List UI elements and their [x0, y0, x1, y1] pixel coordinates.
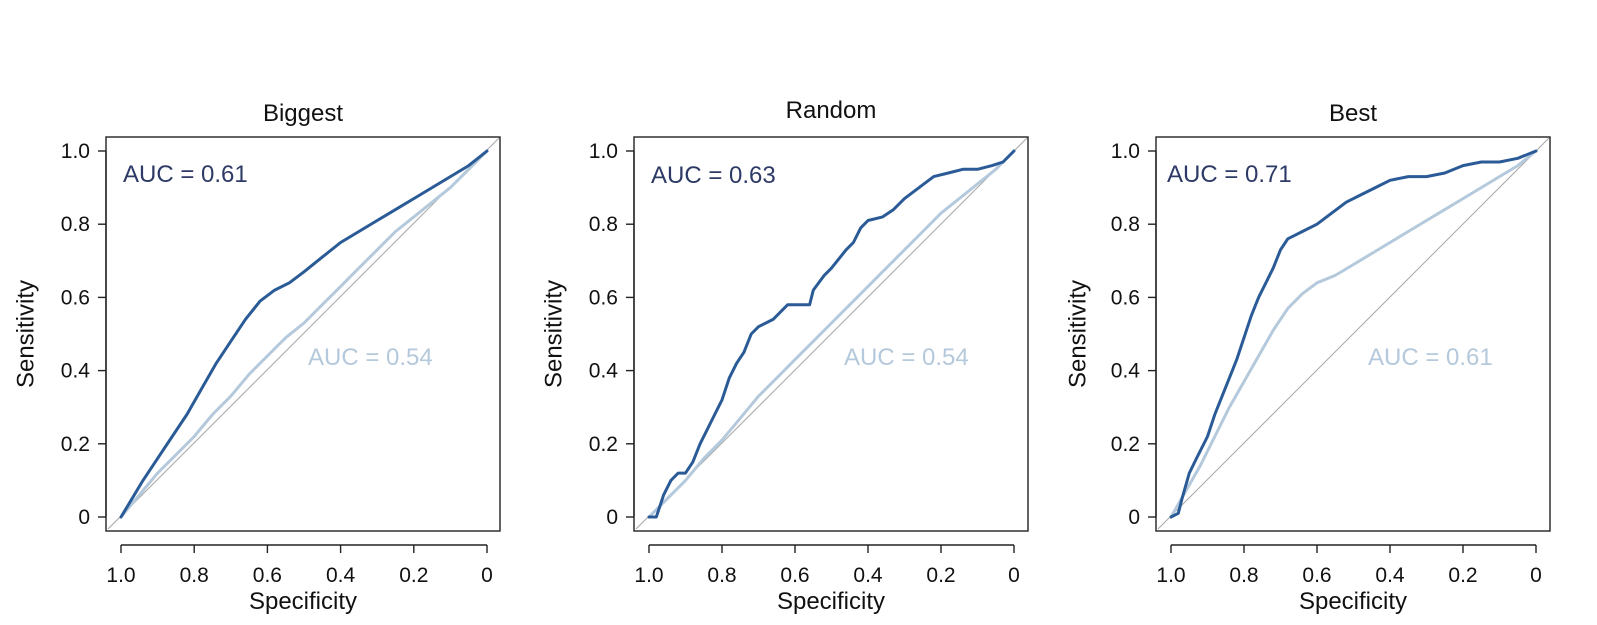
auc-label-dark: AUC = 0.71 — [1167, 161, 1292, 188]
y-axis-label: Sensitivity — [13, 280, 40, 388]
panel-title: Best — [1329, 100, 1377, 127]
x-tick-label: 0.4 — [853, 564, 883, 587]
panel-biggest: Biggest Specificity Sensitivity 0 0.2 0.4 0… — [13, 100, 501, 615]
x-tick-label: 0.6 — [1302, 564, 1331, 587]
y-tick-label: 0 — [78, 506, 90, 529]
y-tick-label: 0.8 — [1111, 213, 1140, 236]
y-tick-label: 1.0 — [61, 140, 90, 163]
roc-curve-dark — [647, 149, 1016, 519]
y-tick-label: 1.0 — [1111, 140, 1140, 163]
y-tick-label: 0.6 — [589, 286, 618, 309]
y-tick-label: 0 — [606, 506, 618, 529]
x-tick-label: 0.2 — [926, 564, 955, 587]
x-axis-label: Specificity — [777, 588, 885, 615]
x-tick-label: 0.8 — [180, 564, 209, 587]
panel-title: Random — [786, 97, 877, 124]
x-tick-label: 1.0 — [1156, 564, 1185, 587]
panel-best: Best Specificity Sensitivity 0 0.2 0.4 0.6 0… — [1065, 100, 1551, 615]
x-tick-label: 0 — [1530, 564, 1542, 587]
y-tick-label: 0.4 — [589, 360, 619, 383]
roc-curve-light — [119, 149, 489, 519]
y-tick-label: 0.4 — [61, 360, 91, 383]
x-axis-label: Specificity — [249, 588, 357, 615]
x-tick-label: 1.0 — [106, 564, 135, 587]
y-tick-label: 0.6 — [1111, 286, 1140, 309]
x-tick-label: 0 — [1008, 564, 1020, 587]
y-axis-label: Sensitivity — [541, 280, 568, 388]
panel-title: Biggest — [263, 100, 343, 127]
reference-diagonal — [107, 137, 500, 530]
roc-curve-light — [647, 149, 1016, 519]
auc-label-dark: AUC = 0.61 — [123, 161, 248, 188]
roc-curve-dark — [119, 149, 489, 519]
y-tick-label: 0.8 — [589, 213, 618, 236]
auc-label-dark: AUC = 0.63 — [651, 162, 776, 189]
x-tick-label: 0.6 — [253, 564, 282, 587]
auc-label-light: AUC = 0.54 — [308, 344, 433, 371]
y-tick-label: 1.0 — [589, 140, 618, 163]
roc-curve-light — [1169, 149, 1538, 519]
roc-curve-dark — [1169, 149, 1538, 519]
x-tick-label: 0.8 — [1229, 564, 1258, 587]
auc-label-light: AUC = 0.61 — [1368, 344, 1493, 371]
y-axis-label: Sensitivity — [1065, 280, 1092, 388]
x-axis-label: Specificity — [1299, 588, 1407, 615]
panel-random: Random Specificity Sensitivity 0 0.2 0.4 0.… — [541, 97, 1029, 615]
y-tick-label: 0.6 — [61, 286, 90, 309]
x-tick-label: 1.0 — [634, 564, 663, 587]
x-tick-label: 0.6 — [780, 564, 809, 587]
x-tick-label: 0 — [481, 564, 493, 587]
auc-label-light: AUC = 0.54 — [844, 344, 969, 371]
y-tick-label: 0.2 — [589, 433, 618, 456]
x-tick-label: 0.2 — [1448, 564, 1477, 587]
reference-diagonal — [1157, 137, 1550, 530]
x-tick-label: 0.8 — [707, 564, 736, 587]
x-tick-label: 0.4 — [1375, 564, 1405, 587]
x-tick-label: 0.4 — [326, 564, 356, 587]
y-tick-label: 0.4 — [1111, 360, 1141, 383]
y-tick-label: 0 — [1128, 506, 1140, 529]
y-tick-label: 0.8 — [61, 213, 90, 236]
y-tick-label: 0.2 — [1111, 433, 1140, 456]
y-tick-label: 0.2 — [61, 433, 90, 456]
x-tick-label: 0.2 — [399, 564, 428, 587]
